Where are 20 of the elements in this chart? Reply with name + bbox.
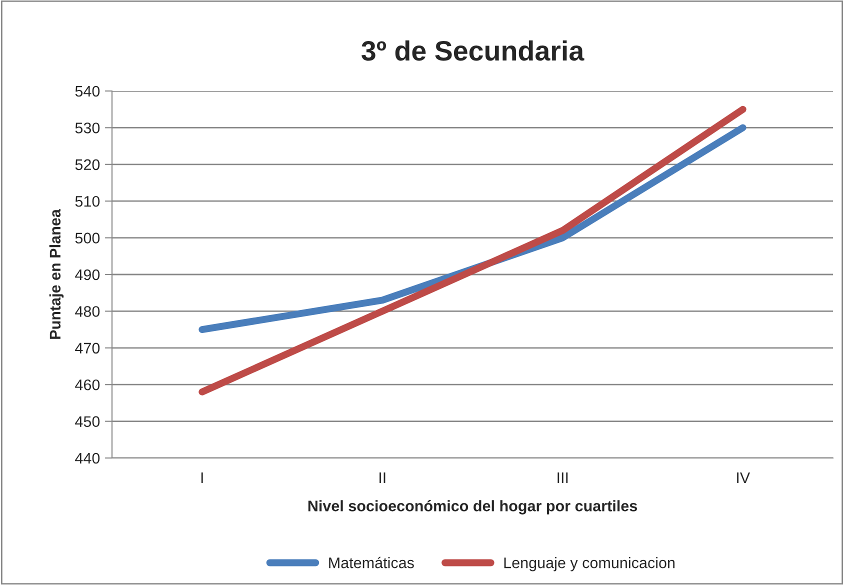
y-tick-label: 450 — [75, 416, 100, 427]
chart-title: 3º de Secundaria — [362, 40, 584, 61]
legend-label: Matemáticas — [329, 556, 414, 568]
y-axis-title: Puntaje en Planea — [49, 209, 64, 339]
x-axis-title: Nivel socioeconómico del hogar por cuartiles — [308, 500, 638, 514]
x-tick-label: IV — [737, 472, 750, 483]
y-tick-label: 470 — [75, 342, 100, 354]
y-tick-label: 480 — [75, 306, 100, 317]
y-tick-label: 460 — [75, 379, 100, 390]
y-tick-label: 520 — [75, 159, 100, 170]
y-tick-label: 510 — [75, 196, 100, 207]
y-tick-label: 490 — [75, 269, 100, 280]
y-tick-label: 530 — [75, 122, 100, 134]
y-tick-label: 500 — [75, 232, 100, 244]
legend-label: Lenguaje y comunicacion — [504, 557, 674, 572]
x-tick-label: III — [558, 472, 568, 483]
x-tick-label: II — [380, 472, 386, 483]
y-tick-label: 540 — [75, 86, 100, 97]
x-tick-label: I — [201, 472, 203, 483]
y-tick-label: 440 — [75, 452, 100, 464]
